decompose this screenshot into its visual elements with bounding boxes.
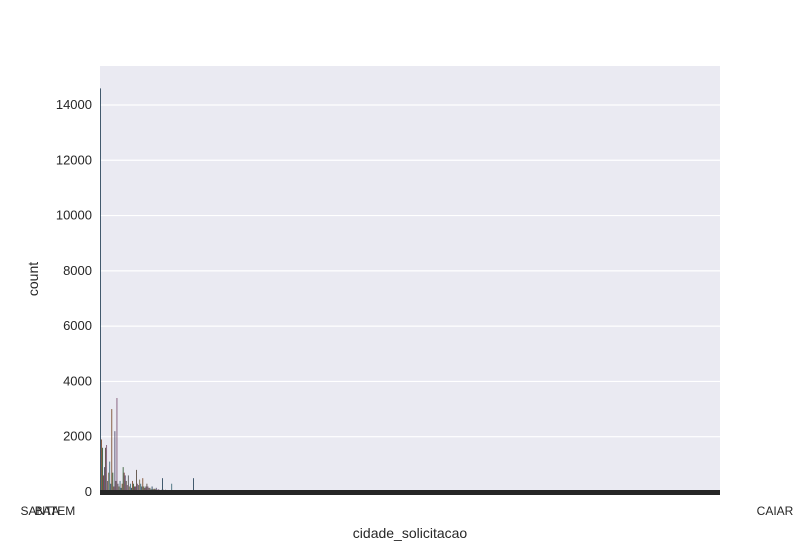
gridlines: [100, 104, 720, 493]
bar: [121, 483, 123, 492]
bar: [118, 486, 120, 492]
bar: [137, 483, 139, 492]
x-tick-label: SANTA: [20, 504, 59, 518]
bar: [106, 445, 108, 492]
bar: [107, 480, 109, 492]
bar: [146, 483, 148, 492]
bar: [117, 483, 119, 492]
bar: [111, 409, 113, 492]
bar: [171, 483, 173, 492]
y-tick-label: 10000: [56, 208, 92, 223]
y-tick-label: 4000: [63, 373, 92, 388]
bar: [123, 472, 125, 492]
bar: [102, 447, 103, 492]
x-tick-label: BATEM: [35, 504, 75, 518]
bar: [128, 486, 130, 492]
bar: [105, 447, 106, 492]
bar: [110, 483, 112, 492]
y-tick-label: 6000: [63, 318, 92, 333]
x-tick-marks-band: [100, 490, 720, 495]
bar: [147, 486, 149, 492]
bar: [124, 475, 126, 492]
bar: [112, 472, 114, 492]
y-tick-label: 8000: [63, 263, 92, 278]
bar: [155, 487, 157, 492]
bar: [141, 486, 143, 492]
bar: [114, 431, 116, 492]
plot-background: [100, 66, 720, 492]
bar: [138, 485, 140, 492]
bar: [119, 480, 121, 492]
bar: [101, 439, 102, 492]
x-tick-label: CAIAR: [757, 504, 794, 518]
y-tick-label: 12000: [56, 152, 92, 167]
bar: [143, 486, 145, 492]
bar: [134, 486, 135, 492]
bar: [113, 486, 115, 492]
bar: [149, 487, 151, 492]
bar: [108, 472, 110, 492]
bar: [126, 485, 128, 492]
bar: [142, 478, 144, 492]
bar: [122, 467, 124, 492]
bar: [162, 478, 163, 492]
x-axis-label: cidade_solicitacao: [353, 525, 468, 541]
bar: [100, 88, 101, 492]
y-tick-labels: 0 2000 4000 6000 8000 10000 12000 14000: [56, 97, 92, 499]
bar: [131, 487, 132, 492]
bar: [139, 479, 141, 492]
y-tick-label: 2000: [63, 429, 92, 444]
bar: [104, 467, 105, 492]
bar: [151, 486, 153, 492]
bar: [140, 483, 142, 492]
bar: [109, 461, 111, 492]
bar: [133, 483, 134, 492]
bar: [127, 475, 129, 492]
bar: [132, 480, 133, 492]
bar: [115, 480, 117, 492]
bar: [125, 480, 127, 492]
bar: [145, 486, 147, 492]
bar: [116, 398, 118, 492]
y-tick-label: 14000: [56, 97, 92, 112]
y-axis-label: count: [25, 262, 41, 296]
y-tick-label: 0: [85, 484, 92, 499]
bar: [103, 475, 104, 492]
bar: [193, 478, 194, 492]
bar: [129, 483, 131, 492]
bar: [148, 487, 150, 492]
bar: [135, 486, 136, 492]
bar: [120, 487, 122, 492]
bar: [136, 469, 137, 492]
bar: [144, 487, 146, 492]
